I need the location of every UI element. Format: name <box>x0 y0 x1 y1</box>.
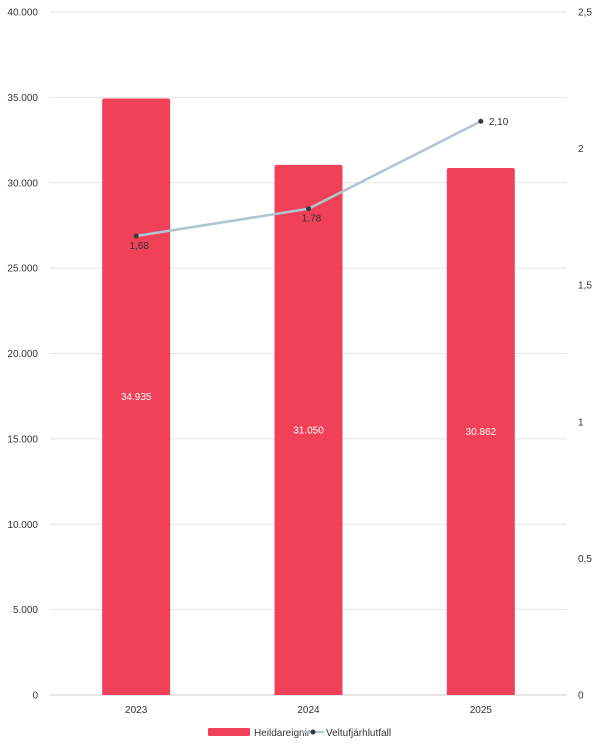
left-axis-ticks: 0 5.000 10.000 15.000 20.000 25.000 30.000 35.0… <box>7 8 38 702</box>
bar-series <box>102 98 515 696</box>
bar <box>102 98 171 696</box>
right-axis-tick-label: 1 <box>578 417 584 428</box>
bar-value-label: 34.935 <box>121 392 152 403</box>
left-axis-tick-label: 30.000 <box>7 178 38 189</box>
right-axis-tick-label: 0,5 <box>578 554 592 565</box>
left-axis-tick-label: 15.000 <box>7 434 38 445</box>
left-axis-tick-label: 25.000 <box>7 264 38 275</box>
right-axis-tick-label: 1,5 <box>578 281 592 292</box>
line-series <box>133 118 484 239</box>
line-value-label: 2,10 <box>489 117 509 128</box>
left-axis-tick-label: 35.000 <box>7 93 38 104</box>
left-axis-tick-label: 5.000 <box>13 605 38 616</box>
right-axis-tick-label: 2,5 <box>578 8 592 19</box>
left-axis-tick-label: 0 <box>32 691 38 702</box>
line-data-labels: 1,68 1,78 2,10 <box>129 117 508 252</box>
line-point <box>133 233 139 239</box>
line-point <box>478 118 484 124</box>
left-axis-tick-label: 20.000 <box>7 349 38 360</box>
bar-data-labels: 34.935 31.050 30.862 <box>121 392 497 438</box>
legend-marker-veltufjarhlutfall <box>310 729 316 735</box>
x-axis-tick-label: 2024 <box>297 705 320 716</box>
legend: Heildareignir Veltufjárhlutfall <box>208 728 391 739</box>
bar <box>274 164 343 696</box>
x-axis-ticks: 2023 2024 2025 <box>125 705 492 716</box>
left-axis-tick-label: 10.000 <box>7 520 38 531</box>
right-axis-tick-label: 0 <box>578 691 584 702</box>
line-point <box>306 206 311 212</box>
legend-label-heildareignir: Heildareignir <box>254 728 311 739</box>
right-axis-tick-label: 2 <box>578 144 584 155</box>
bar-value-label: 31.050 <box>293 425 324 436</box>
bar <box>446 168 515 695</box>
legend-label-veltufjarhlutfall: Veltufjárhlutfall <box>326 728 391 739</box>
left-axis-tick-label: 40.000 <box>7 8 38 19</box>
x-axis-tick-label: 2025 <box>470 705 493 716</box>
line-value-label: 1,68 <box>129 241 149 252</box>
bar-value-label: 30.862 <box>466 427 497 438</box>
right-axis-ticks: 0 0,5 1 1,5 2 2,5 <box>578 8 592 702</box>
line-value-label: 1,78 <box>302 214 322 225</box>
x-axis-tick-label: 2023 <box>125 705 148 716</box>
legend-swatch-heildareignir <box>208 728 250 736</box>
